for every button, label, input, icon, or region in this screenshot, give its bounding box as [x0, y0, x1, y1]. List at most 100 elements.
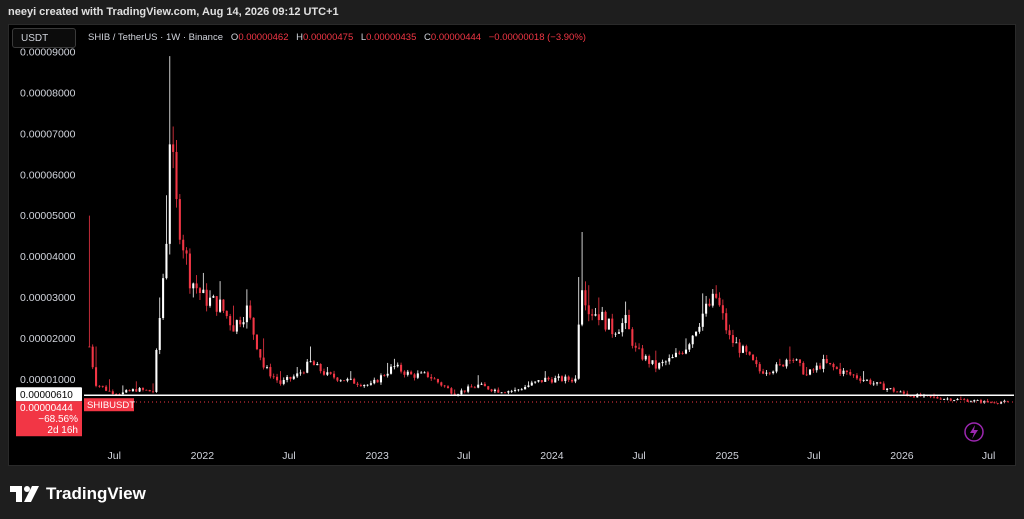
candle-body [483, 383, 486, 387]
candle-body [738, 342, 741, 353]
candle-body [634, 345, 637, 348]
candle-body [198, 288, 202, 293]
candle-body [262, 357, 265, 368]
candle-body [547, 377, 550, 380]
candle-body [674, 352, 677, 357]
candle-body [326, 372, 329, 375]
candle-body [684, 349, 688, 354]
candle-body [460, 390, 463, 395]
candle-body [614, 333, 617, 335]
candle-body [195, 283, 198, 289]
candle-body [333, 373, 336, 378]
candle-body [631, 329, 634, 346]
candle-body [768, 372, 771, 374]
x-tick-label: 2024 [540, 450, 564, 462]
y-tick-label: 0.00002000 [20, 333, 76, 345]
candle-body [255, 334, 258, 350]
line-price-label: 0.00000610 [20, 390, 73, 401]
candle-body [178, 199, 181, 240]
candle-body [527, 385, 530, 387]
candle-body [400, 364, 403, 372]
candle-body [939, 398, 942, 400]
candle-body [329, 372, 332, 374]
candle-body [979, 400, 982, 403]
candle-body [235, 320, 238, 332]
currency-selector[interactable]: USDT [12, 28, 76, 48]
x-tick-label: Jul [982, 450, 995, 462]
y-tick-label: 0.00005000 [20, 210, 76, 222]
current-price-label: 0.00000444 [20, 403, 73, 414]
candle-body [410, 371, 413, 375]
candle-body [128, 390, 131, 392]
candle-body [678, 352, 681, 354]
lightning-icon[interactable] [964, 422, 984, 442]
candle-body [426, 372, 429, 378]
candle-body [503, 392, 507, 394]
candle-body [524, 386, 527, 390]
candle-body [252, 317, 255, 335]
candle-body [88, 346, 91, 348]
candle-body [480, 383, 483, 385]
candle-body [721, 305, 724, 314]
candle-body [386, 373, 389, 376]
candle-body [192, 283, 195, 289]
legend-symbol: SHIB / TetherUS · 1W · Binance [88, 32, 223, 43]
candle-body [819, 365, 822, 369]
candle-body [839, 368, 842, 374]
candle-body [141, 388, 145, 390]
candle-body [855, 375, 858, 379]
y-tick-label: 0.00008000 [20, 87, 76, 99]
candle-body [507, 391, 510, 393]
candle-body [302, 372, 305, 374]
candle-body [795, 359, 798, 361]
candle-body [698, 326, 701, 332]
candle-body [959, 398, 962, 400]
tradingview-logo[interactable]: TradingView [10, 484, 146, 504]
candle-body [735, 342, 738, 344]
candle-body [138, 388, 141, 392]
x-tick-label: 2023 [365, 450, 389, 462]
candle-body [544, 377, 547, 382]
candle-body [705, 303, 708, 314]
candle-body [989, 402, 993, 404]
candle-body [259, 349, 262, 358]
legend-open-label: O [230, 32, 239, 43]
candle-body [497, 389, 500, 393]
candle-body [383, 375, 386, 377]
candle-body [644, 355, 647, 360]
candle-body [487, 386, 490, 390]
candle-body [111, 391, 114, 394]
candle-body [554, 377, 557, 383]
candle-body [758, 364, 761, 372]
candle-body [433, 378, 436, 380]
candle-body [681, 353, 684, 354]
candle-body [751, 354, 755, 361]
candle-body [346, 378, 349, 381]
candle-body [319, 363, 322, 372]
candle-body [661, 361, 664, 364]
candle-body [115, 393, 118, 395]
candle-body [664, 361, 667, 363]
candle-body [249, 305, 252, 318]
candle-body [131, 389, 134, 392]
x-tick-label: 2022 [191, 450, 215, 462]
candle-body [493, 389, 496, 392]
candle-body [322, 371, 326, 375]
tradingview-logo-icon [10, 486, 39, 502]
candle-body [95, 367, 98, 386]
candle-body [748, 351, 751, 355]
candle-body [584, 290, 587, 306]
legend-close-label: C [424, 32, 431, 43]
candle-body [899, 391, 902, 393]
candle-body [832, 363, 835, 368]
legend-low-label: L [360, 32, 367, 43]
candle-body [336, 377, 339, 381]
candle-body [822, 358, 825, 369]
candle-body [510, 390, 513, 392]
candle-body [604, 311, 607, 330]
y-tick-label: 0.00003000 [20, 292, 76, 304]
candle-body [537, 380, 540, 382]
current-price-tag [16, 401, 82, 437]
candle-body [651, 360, 654, 364]
